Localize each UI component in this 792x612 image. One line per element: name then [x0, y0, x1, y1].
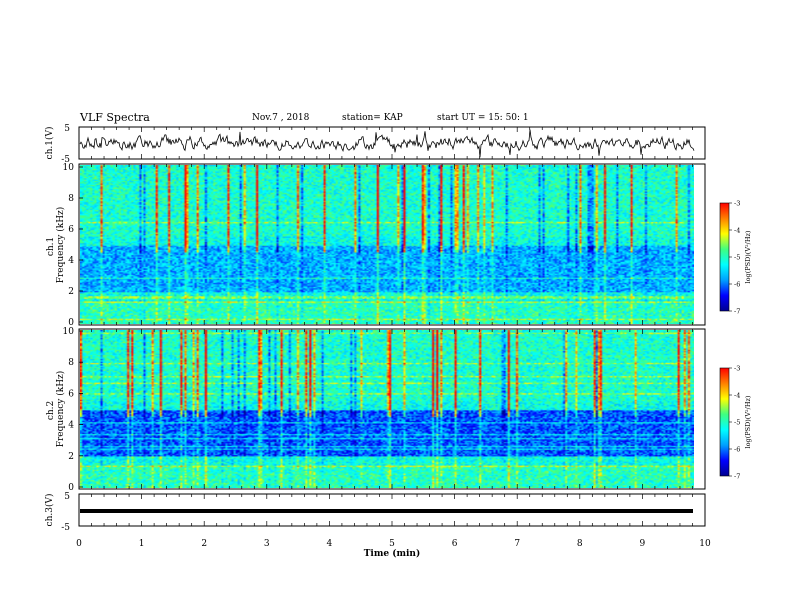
ch2-ytick-label: 2: [68, 452, 74, 462]
time-tick-label: 0: [76, 539, 82, 549]
ch1-waveform-frame: [78, 126, 706, 160]
ch2-colorbar-tick-label: -4: [734, 392, 740, 400]
ch1-ytick-label: 8: [68, 194, 74, 204]
ch3-ytick-top: 5: [64, 492, 70, 502]
ch1-ylabel: ch.1(V): [44, 127, 55, 160]
ch1-ytick-label: 6: [68, 225, 74, 235]
ch1-colorbar-ticks: -3 -4 -5 -6 -7: [729, 200, 740, 316]
time-tick-label: 6: [452, 539, 458, 549]
ch1-ytick-label: 2: [68, 287, 74, 297]
ch1-freq-ylabel: ch.1 Frequency (kHz): [46, 207, 66, 284]
station-label: station= KAP: [342, 113, 403, 123]
ch2-colorbar-tick-label: -6: [734, 446, 740, 454]
ch2-freq-ylabel-unit: Frequency (kHz): [55, 371, 66, 448]
ch2-spectrogram-image: [80, 330, 694, 488]
ch3-ytick-bottom: -5: [61, 523, 70, 533]
ch1-colorbar-tick-label: -5: [734, 254, 740, 262]
ch2-colorbar-label: log(PSD)(V²/Hz): [744, 395, 752, 448]
time-tick-label: 1: [139, 539, 145, 549]
ch1-ytick-label: 10: [63, 163, 75, 173]
ch1-ytick-label: 4: [68, 256, 74, 266]
ch1-colorbar-tick-label: -7: [734, 308, 740, 316]
ch1-waveform-panel: 5 -5 ch.1(V): [44, 124, 706, 165]
time-tick-label: 2: [201, 539, 207, 549]
chart-title: VLF Spectra: [80, 111, 150, 124]
ch2-colorbar-tick-label: -3: [734, 365, 740, 373]
ch2-freq-ylabel-ch: ch.2: [46, 401, 56, 420]
ch2-colorbar: [719, 367, 730, 477]
time-axis-tickmarks: [78, 127, 706, 526]
ch3-waveform-panel: 5 -5 ch.3(V): [44, 492, 706, 533]
ch1-waveform-line: [79, 129, 695, 158]
ch2-frequency-ticks: 0 2 4 6 8 10: [63, 327, 83, 493]
start-time-label: start UT = 15: 50: 1: [437, 113, 529, 123]
ch2-ytick-label: 10: [63, 327, 75, 337]
ch2-ytick-label: 8: [68, 358, 74, 368]
ch2-ytick-label: 0: [68, 483, 74, 493]
ch1-colorbar-tick-label: -3: [734, 200, 740, 208]
ch1-colorbar: [719, 202, 730, 312]
date-label: Nov.7 , 2018: [252, 113, 310, 123]
ch1-ytick-bottom: -5: [61, 155, 70, 165]
ch1-freq-ylabel-ch: ch.1: [46, 237, 56, 256]
time-axis-label: Time (min): [364, 548, 421, 559]
ch2-colorbar-ticks: -3 -4 -5 -6 -7: [729, 365, 740, 481]
ch1-colorbar-tick-label: -6: [734, 281, 740, 289]
ch2-freq-ylabel: ch.2 Frequency (kHz): [46, 371, 66, 448]
ch3-ylabel: ch.3(V): [44, 494, 55, 527]
ch1-colorbar-tick-label: -4: [734, 227, 740, 235]
ch1-frequency-ticks: 0 2 4 6 8 10: [63, 163, 83, 328]
ch2-colorbar-tick-label: -7: [734, 473, 740, 481]
ch2-ytick-label: 4: [68, 421, 74, 431]
time-tick-label: 5: [389, 539, 395, 549]
time-tick-label: 10: [699, 539, 711, 549]
ch2-ytick-label: 6: [68, 389, 74, 399]
time-axis-tick-labels: 0 1 2 3 4 5 6 7 8 9 10: [76, 539, 711, 549]
time-tick-label: 4: [327, 539, 333, 549]
time-tick-label: 7: [514, 539, 520, 549]
ch1-colorbar-label: log(PSD)(V²/Hz): [744, 230, 752, 283]
ch1-ytick-label: 0: [68, 318, 74, 328]
ch1-spectrogram-image: [80, 165, 694, 324]
time-tick-label: 8: [577, 539, 583, 549]
ch1-freq-ylabel-unit: Frequency (kHz): [55, 207, 66, 284]
time-tick-label: 3: [264, 539, 270, 549]
ch1-ytick-top: 5: [64, 124, 70, 134]
time-tick-label: 9: [640, 539, 646, 549]
ch2-colorbar-tick-label: -5: [734, 419, 740, 427]
